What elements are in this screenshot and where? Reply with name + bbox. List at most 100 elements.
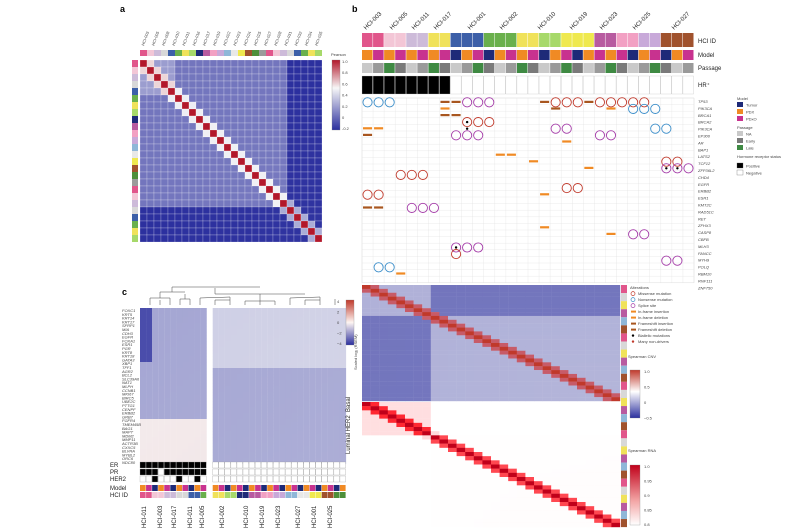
heatmap-cell [508, 304, 517, 309]
legend-swatch [736, 169, 744, 176]
heatmap-cell [473, 468, 483, 474]
heatmap-cell [534, 308, 543, 313]
heatmap-cell [396, 300, 406, 305]
heatmap-cell [379, 346, 388, 351]
heatmap-cell [182, 374, 189, 378]
heatmap-cell [251, 192, 260, 201]
pr-cell [176, 468, 183, 476]
heatmap-cell [230, 377, 238, 381]
heatmap-cell [327, 341, 334, 345]
gene-label: FOXA1 [122, 338, 135, 343]
heatmap-cell [448, 427, 457, 432]
heatmap-cell [297, 368, 304, 372]
heatmap-cell [230, 129, 239, 138]
heatmap-cell [146, 443, 153, 447]
heatmap-cell [379, 397, 388, 402]
heatmap-cell [230, 178, 239, 187]
hr-status-cell [494, 75, 506, 95]
mutation-circle [417, 169, 428, 180]
heatmap-cell [456, 308, 466, 313]
heatmap-cell [611, 308, 621, 313]
heatmap-cell [559, 385, 569, 390]
heatmap-cell [300, 227, 309, 236]
heatmap-cell [267, 440, 274, 444]
heatmap-cell [251, 206, 260, 215]
pr-cell [188, 468, 195, 476]
heatmap-cell [585, 435, 595, 440]
heatmap-cell [303, 428, 310, 432]
gene-label: PIK3CA [698, 127, 713, 132]
heatmap-cell [212, 308, 219, 312]
colorbar-tick-label: 0.8 [644, 522, 650, 527]
heatmap-cell [236, 401, 244, 405]
heatmap-cell [164, 398, 171, 402]
heatmap-cell [230, 227, 239, 236]
heatmap-cell [146, 401, 153, 405]
heatmap-cell [422, 402, 431, 407]
mutation-circle [672, 163, 683, 174]
heatmap-cell [236, 404, 244, 408]
heatmap-cell [327, 383, 334, 387]
heatmap-cell [508, 397, 517, 402]
heatmap-cell [218, 398, 225, 402]
heatmap-cell [585, 418, 595, 424]
heatmap-cell [551, 489, 560, 494]
her2-cell [261, 475, 267, 483]
heatmap-cell [243, 410, 250, 414]
heatmap-cell [516, 285, 526, 290]
heatmap-cell [194, 440, 201, 444]
heatmap-cell [152, 317, 159, 321]
heatmap-cell [224, 407, 231, 411]
heatmap-cell [160, 94, 169, 103]
heatmap-cell [164, 320, 171, 324]
heatmap-cell [499, 506, 509, 511]
heatmap-cell [140, 383, 147, 387]
heatmap-cell [230, 413, 238, 417]
heatmap-cell [611, 327, 621, 332]
heatmap-cell [534, 452, 543, 457]
heatmap-cell [216, 150, 225, 159]
heatmap-cell [396, 381, 406, 386]
heatmap-cell [200, 359, 207, 363]
heatmap-cell [315, 443, 322, 447]
heatmap-cell [482, 460, 492, 465]
heatmap-cell [413, 292, 423, 297]
heatmap-cell [160, 171, 169, 180]
heatmap-cell [482, 452, 492, 457]
column-label: HCI-016 [191, 30, 201, 46]
heatmap-cell [153, 73, 162, 82]
model-cell [649, 50, 661, 60]
heatmap-cell [379, 443, 388, 449]
heatmap-cell [430, 439, 440, 444]
heatmap-cell [303, 323, 310, 327]
heatmap-cell [585, 377, 595, 382]
heatmap-cell [379, 510, 388, 515]
heatmap-cell [339, 344, 347, 348]
heatmap-cell [237, 87, 246, 96]
heatmap-cell [303, 380, 310, 384]
heatmap-cell [516, 319, 526, 324]
heatmap-cell [230, 431, 238, 435]
row-color-cell [132, 60, 138, 67]
heatmap-cell [146, 213, 155, 222]
heatmap-cell [216, 136, 225, 145]
heatmap-cell [267, 326, 274, 330]
heatmap-cell [339, 458, 347, 462]
hci-id-cell [395, 33, 406, 47]
heatmap-cell [456, 493, 466, 499]
heatmap-cell [202, 87, 211, 96]
heatmap-cell [194, 398, 201, 402]
pr-cell [267, 468, 274, 476]
heatmap-cell [327, 449, 334, 453]
heatmap-cell [261, 404, 268, 408]
heatmap-cell [272, 115, 281, 124]
gene-label: FOXC1 [122, 308, 135, 313]
column-label: HCI-011 [181, 30, 191, 46]
heatmap-cell [249, 341, 256, 345]
heatmap-cell [602, 308, 612, 313]
heatmap-cell [456, 452, 466, 457]
heatmap-cell [439, 468, 449, 474]
row-color-cell [132, 186, 138, 193]
heatmap-cell [194, 383, 201, 387]
